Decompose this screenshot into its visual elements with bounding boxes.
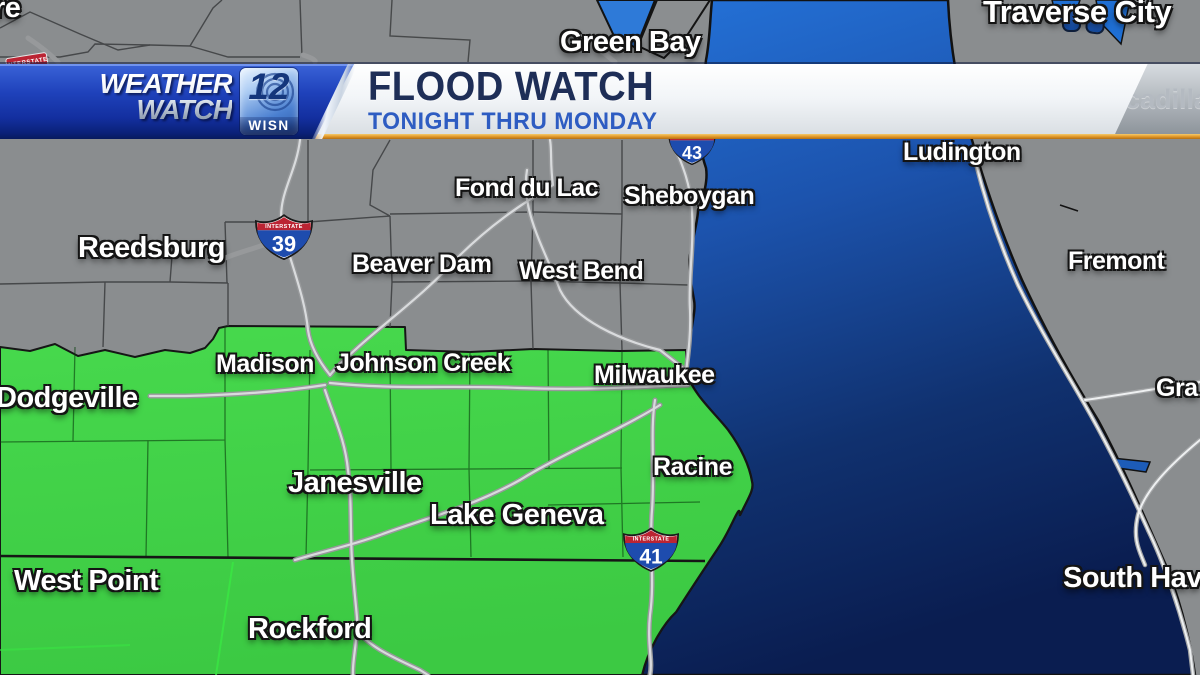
station-callsign: WISN <box>240 117 298 135</box>
city-label-partial: re <box>0 0 21 24</box>
brand-line-weather: WEATHER <box>99 68 232 99</box>
interstate-number: 41 <box>639 546 663 569</box>
city-label-ludington: Ludington <box>903 138 1021 166</box>
door-peninsula <box>636 0 712 60</box>
interstate-39-shield: INTERSTATE 39 <box>255 214 313 260</box>
county-lines-bright <box>0 561 234 675</box>
interstate-word: INTERSTATE <box>633 537 670 543</box>
city-label-fond-du-lac: Fond du Lac <box>455 174 599 202</box>
channel-12-logo: 12 WISN <box>240 68 298 135</box>
city-label-madison: Madison <box>216 350 314 378</box>
interstate-word: INTERSTATE <box>265 224 303 230</box>
city-label-racine: Racine <box>653 453 732 481</box>
city-label-south-haven-partial: South Hav <box>1063 562 1200 594</box>
city-label-reedsburg: Reedsburg <box>78 232 225 264</box>
weather-watch-wordmark: WEATHER WATCH <box>18 71 232 123</box>
city-label-johnson-creek: Johnson Creek <box>336 349 511 377</box>
city-label-dodgeville: Dodgeville <box>0 382 138 414</box>
roads <box>25 35 1200 675</box>
city-label-sheboygan: Sheboygan <box>624 182 755 210</box>
alert-title: FLOOD WATCH <box>368 63 655 109</box>
city-label-fremont: Fremont <box>1068 247 1165 275</box>
channel-number: 12 <box>248 68 290 107</box>
banner-gold-stripe <box>298 134 1200 139</box>
michigan-river <box>1059 204 1079 212</box>
city-label-milwaukee: Milwaukee <box>594 361 715 389</box>
brand-line-watch: WATCH <box>136 93 232 125</box>
interstate-41-shield: INTERSTATE 41 <box>623 527 679 572</box>
city-label-janesville: Janesville <box>288 467 422 499</box>
map-watermark-cadillac: cadilla <box>1125 84 1200 114</box>
county-lines-gray <box>0 0 689 351</box>
logo-swirl-icon <box>255 72 294 112</box>
city-label-traverse-city: Traverse City <box>983 0 1172 29</box>
route-shield <box>1062 8 1081 32</box>
interstate-number: 43 <box>682 143 702 163</box>
city-label-west-bend: West Bend <box>519 257 644 285</box>
alert-banner: cadilla WEATHER WATCH 12 WISN FLOOD WATC… <box>0 62 1200 139</box>
alert-timeframe: TONIGHT THRU MONDAY <box>368 108 658 135</box>
city-label-lake-geneva: Lake Geneva <box>430 499 604 531</box>
city-label-green-bay: Green Bay <box>560 26 701 58</box>
city-label-rockford: Rockford <box>248 613 372 645</box>
city-label-beaver-dam: Beaver Dam <box>352 250 492 278</box>
green-bay-water <box>595 0 657 50</box>
county-lines-green <box>0 326 701 558</box>
city-label-grand-partial: Gra <box>1156 374 1198 402</box>
city-label-west-point: West Point <box>14 565 159 597</box>
interstate-number: 39 <box>272 232 296 257</box>
